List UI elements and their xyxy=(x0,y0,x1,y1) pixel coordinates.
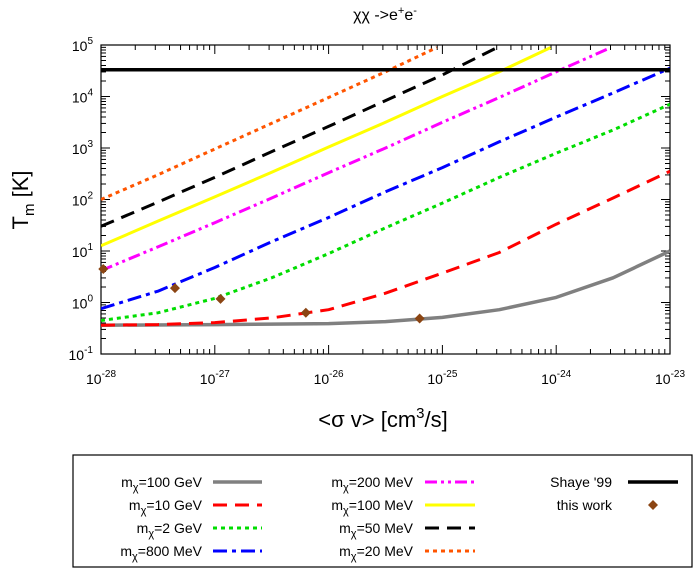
legend-label: Shaye '99 xyxy=(550,474,612,490)
axis-tick-labels: 10-28 10-27 10-26 10-25 10-24 10-23 10-1 100 101… xyxy=(69,36,686,387)
y-tick-label: 101 xyxy=(72,242,94,260)
y-tick-label: 10-1 xyxy=(69,345,94,363)
x-tick-label: 10-26 xyxy=(314,369,344,387)
legend-label: mχ=2 GeV xyxy=(137,520,203,540)
y-axis-label: Tm [K] xyxy=(8,171,38,230)
y-tick-label: 103 xyxy=(72,139,94,157)
chart-title: χχ ->e+e- xyxy=(353,5,417,24)
data-point xyxy=(300,307,311,318)
legend-label: mχ=100 MeV xyxy=(331,497,413,517)
series-line-m-800-mev xyxy=(101,66,670,311)
x-tick-label: 10-24 xyxy=(541,369,571,387)
y-tick-label: 104 xyxy=(72,88,94,106)
series-line-m-100-gev xyxy=(101,249,670,327)
series-line-m-10-gev xyxy=(101,169,670,327)
data-point xyxy=(215,293,226,304)
data-point xyxy=(98,264,109,275)
legend-label: mχ=800 MeV xyxy=(120,543,202,563)
points-layer xyxy=(98,264,425,324)
legend-label: mχ=50 MeV xyxy=(339,520,414,540)
legend-label: mχ=10 GeV xyxy=(129,497,203,517)
x-axis-label: <σ v> [cm3/s] xyxy=(318,405,448,432)
legend-box xyxy=(72,454,693,568)
data-point xyxy=(169,283,180,294)
data-point xyxy=(414,313,425,324)
legend-label: mχ=20 MeV xyxy=(339,543,414,563)
series-line-m-20-mev xyxy=(101,46,438,201)
y-tick-label: 100 xyxy=(72,294,94,312)
series-layer xyxy=(101,45,670,327)
plot-area-frame xyxy=(100,44,671,355)
x-tick-label: 10-25 xyxy=(427,369,457,387)
series-line-m-100-mev xyxy=(101,46,552,248)
x-tick-label: 10-28 xyxy=(86,369,116,387)
legend-label: mχ=200 MeV xyxy=(331,474,413,494)
y-tick-label: 105 xyxy=(72,36,94,54)
y-tick-label: 102 xyxy=(72,191,94,209)
legend-label: mχ=100 GeV xyxy=(121,474,203,494)
axis-ticks xyxy=(100,44,671,355)
x-tick-label: 10-23 xyxy=(655,369,685,387)
legend: mχ=100 GeV mχ=10 GeV mχ=2 GeV mχ=800 MeV mχ=… xyxy=(120,474,678,563)
series-line-m-2-gev xyxy=(101,102,670,322)
legend-marker-this-work xyxy=(648,500,658,510)
x-tick-label: 10-27 xyxy=(200,369,230,387)
legend-label: this work xyxy=(557,497,613,513)
series-line-m-50-mev xyxy=(101,45,500,228)
series-line-m-200-mev xyxy=(101,47,609,272)
